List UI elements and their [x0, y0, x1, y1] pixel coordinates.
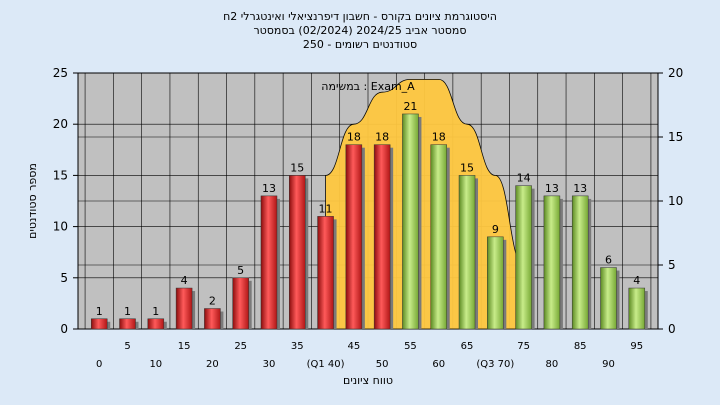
y2-tick-label: 10 [668, 194, 683, 208]
histogram-bar [458, 175, 476, 330]
y-tick-label: 5 [60, 271, 68, 285]
histogram-bar [543, 195, 561, 330]
histogram-bar [373, 144, 391, 330]
x-tick-label: 85 [574, 341, 587, 352]
histogram-bar [232, 277, 249, 330]
x-tick-label: 50 [376, 359, 389, 370]
chart-title-line-3: 250 - סטודנטים רשומים [302, 38, 418, 51]
y-tick-label: 10 [53, 220, 68, 234]
x-tick-label: 10 [149, 359, 162, 370]
y-axis-label: מספר סטודנטים [26, 163, 39, 239]
histogram-bar [260, 195, 278, 330]
bar-value-label: 1 [96, 305, 103, 318]
x-tick-label: 35 [291, 341, 304, 352]
y-tick-label: 0 [60, 322, 68, 336]
x-tick-label: 0 [96, 359, 102, 370]
bar-value-label: 5 [237, 264, 244, 277]
histogram-bar [402, 113, 419, 330]
y2-tick-label: 20 [668, 66, 683, 80]
histogram-bar [571, 195, 589, 330]
y-axis-right: 0 5 10 15 20 [658, 66, 683, 336]
bar-value-label: 14 [517, 172, 531, 185]
x-tick-label: 95 [630, 341, 643, 352]
bar-value-label: 4 [181, 274, 188, 287]
bar-value-label: 1 [124, 305, 131, 318]
bar-value-label: 18 [375, 131, 389, 144]
x-tick-label: 5 [124, 341, 130, 352]
histogram-bar [600, 267, 617, 330]
histogram-bar [119, 318, 136, 330]
y2-tick-label: 15 [668, 130, 683, 144]
bar-value-label: 2 [209, 295, 216, 308]
bar-value-label: 13 [262, 182, 276, 195]
bar-value-label: 6 [605, 254, 612, 267]
chart-title-line-2: סמסטר אביב 2024/25 (02/2024) בסמסטר [253, 24, 467, 37]
histogram-bar [317, 216, 334, 330]
x-tick-label: 15 [178, 341, 191, 352]
histogram-bar [430, 144, 447, 330]
histogram-bar [204, 308, 221, 330]
x-tick-label: 65 [461, 341, 474, 352]
histogram-bar [289, 175, 306, 330]
exam-annotation: במשימה : Exam_A [321, 80, 415, 93]
bar-value-label: 9 [492, 223, 499, 236]
y2-tick-label: 0 [668, 322, 676, 336]
x-tick-label: (Q3 70) [476, 359, 514, 370]
bar-value-label: 15 [460, 161, 474, 174]
x-tick-label: 45 [347, 341, 360, 352]
bar-value-label: 13 [573, 182, 587, 195]
histogram-bar [175, 287, 193, 330]
bar-value-label: 18 [432, 131, 446, 144]
x-tick-label: 30 [263, 359, 276, 370]
histogram-bar [487, 236, 504, 330]
bar-value-label: 11 [319, 202, 333, 215]
y2-tick-label: 5 [668, 258, 676, 272]
y-tick-label: 15 [53, 168, 68, 182]
histogram-bar [147, 318, 165, 330]
chart-title-line-1: היסטוגרמת ציונים בקורס - חשבון דיפרנציאל… [223, 10, 497, 23]
y-tick-label: 25 [53, 66, 68, 80]
histogram-bar [345, 144, 363, 330]
x-tick-label: 20 [206, 359, 219, 370]
bar-value-label: 1 [152, 305, 159, 318]
histogram-bar [515, 185, 532, 330]
bar-value-label: 21 [403, 100, 417, 113]
bar-value-label: 18 [347, 131, 361, 144]
x-tick-label: 25 [234, 341, 247, 352]
x-tick-label: 75 [517, 341, 530, 352]
histogram-bar [628, 287, 646, 330]
bar-value-label: 4 [633, 274, 640, 287]
y-axis-left: 0 5 10 15 20 25 [53, 66, 78, 336]
x-axis: 0 5 10 15 20 25 30 35(Q1 40)45 50 55 60 65(Q3 70)75… [96, 341, 643, 370]
x-tick-label: 80 [546, 359, 559, 370]
x-tick-label: 55 [404, 341, 417, 352]
bar-value-label: 15 [290, 161, 304, 174]
histogram-bar [90, 318, 108, 330]
x-tick-label: 60 [432, 359, 445, 370]
x-tick-label: 90 [602, 359, 615, 370]
x-axis-label: טווח ציונים [343, 374, 393, 387]
bar-value-label: 13 [545, 182, 559, 195]
y-tick-label: 20 [53, 117, 68, 131]
x-tick-label: (Q1 40) [307, 359, 345, 370]
bars-group [90, 113, 648, 330]
